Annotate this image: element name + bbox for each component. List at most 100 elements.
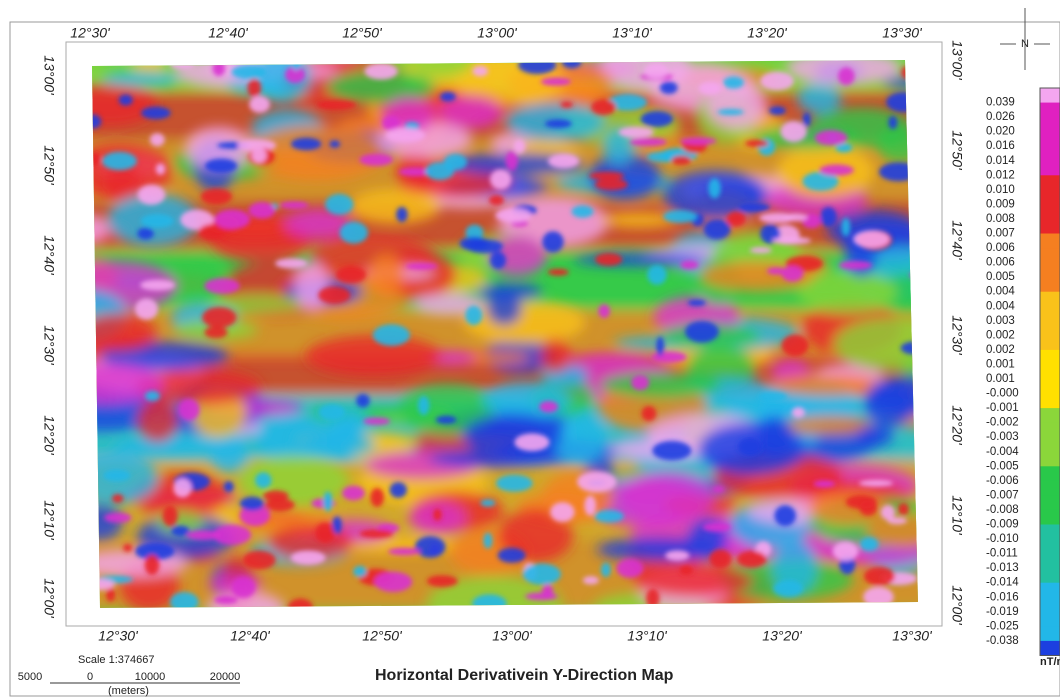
legend-label: 0.001 [986, 358, 1015, 370]
raster-spot [204, 327, 227, 339]
raster-spot [550, 502, 575, 522]
raster-spot [652, 441, 691, 461]
legend-swatch [1040, 117, 1060, 132]
legend-label: 0.002 [986, 329, 1015, 341]
raster-spot [708, 178, 720, 198]
raster-spot [863, 587, 894, 608]
legend-swatch [1040, 321, 1060, 336]
legend-label: -0.038 [986, 635, 1019, 647]
raster-spot [814, 480, 836, 487]
raster-spot [525, 592, 558, 600]
raster-spot [359, 154, 393, 166]
right-axis-label: 13°00' [949, 40, 965, 81]
raster-spot [112, 494, 124, 503]
legend-swatch [1040, 350, 1060, 365]
raster-spot [541, 77, 571, 85]
raster-spot [396, 207, 408, 222]
raster-spot [898, 503, 909, 515]
raster-spot [562, 56, 581, 69]
legend-swatch [1040, 626, 1060, 641]
legend-cap [1040, 88, 1060, 103]
scale-label: Scale 1:374667 [78, 654, 154, 666]
raster-spot [595, 179, 628, 191]
legend-swatch [1040, 335, 1060, 350]
raster-blob [771, 374, 881, 395]
raster-blob [540, 338, 570, 373]
raster-spot [123, 544, 132, 552]
raster-spot [433, 509, 441, 521]
legend-swatch [1040, 263, 1060, 278]
legend-swatch [1040, 146, 1060, 161]
right-axis-label: 12°20' [949, 405, 965, 446]
raster-spot [436, 416, 457, 424]
top-axis-label: 13°20' [747, 25, 788, 41]
map-page: N Horizontal Derivativein Y-Direction Ma… [0, 0, 1060, 698]
raster-spot [425, 162, 454, 180]
raster-spot [663, 210, 697, 223]
top-axis-label: 12°30' [70, 25, 111, 41]
top-axis-label: 12°50' [342, 25, 383, 41]
raster-spot [137, 228, 153, 240]
legend-label: 0.004 [986, 286, 1015, 298]
legend-label: -0.019 [986, 606, 1019, 618]
raster-spot [370, 488, 384, 507]
legend-swatch [1040, 423, 1060, 438]
raster-spot [280, 201, 309, 208]
raster-spot [760, 71, 794, 90]
legend-label: -0.016 [986, 591, 1019, 603]
raster-spot [630, 138, 667, 147]
raster-spot [336, 266, 366, 283]
raster-spot [318, 404, 345, 421]
raster-blob [428, 449, 558, 467]
raster-spot [561, 101, 574, 108]
raster-spot [204, 278, 240, 294]
raster-spot [750, 247, 772, 253]
top-axis-label: 12°40' [208, 25, 249, 41]
raster-spot [523, 564, 561, 585]
raster-spot [251, 147, 266, 163]
raster-spot [213, 60, 226, 76]
raster-spot [323, 491, 333, 511]
legend-label: 0.004 [986, 300, 1015, 312]
raster-spot [859, 500, 877, 516]
raster-spot [860, 537, 878, 551]
raster-spot [738, 438, 762, 456]
legend-label: 0.014 [986, 155, 1015, 167]
legend-label: -0.002 [986, 417, 1019, 429]
legend-label: -0.007 [986, 489, 1019, 501]
raster-spot [660, 81, 678, 94]
raster-spot [545, 119, 572, 128]
raster-spot [671, 156, 691, 166]
north-label: N [1021, 38, 1029, 50]
raster-spot [647, 265, 666, 285]
left-axis-label: 12°30' [41, 325, 57, 366]
raster-blob [295, 262, 330, 310]
left-axis-label: 12°50' [41, 145, 57, 186]
raster-spot [472, 594, 506, 612]
raster-spot [513, 140, 525, 154]
legend-swatch [1040, 161, 1060, 176]
raster-spot [496, 475, 533, 492]
raster-spot [680, 260, 698, 269]
legend-swatch [1040, 132, 1060, 147]
raster-spot [727, 212, 746, 227]
raster-spot [910, 272, 924, 280]
legend-swatch [1040, 408, 1060, 423]
legend-swatch [1040, 379, 1060, 394]
raster-spot [598, 304, 610, 318]
legend-swatch [1040, 612, 1060, 627]
north-arrow: N [1000, 8, 1050, 70]
raster-spot [792, 407, 805, 418]
raster-spot [135, 298, 158, 319]
legend-swatch [1040, 554, 1060, 569]
legend-label: -0.000 [986, 388, 1019, 400]
raster-spot [819, 164, 854, 175]
legend-swatch [1040, 568, 1060, 583]
raster-spot [263, 490, 289, 501]
raster-spot [427, 575, 458, 587]
raster-spot [782, 335, 809, 357]
raster-spot [737, 551, 766, 568]
legend-swatch [1040, 510, 1060, 525]
legend-label: -0.004 [986, 446, 1019, 458]
raster-spot [759, 392, 788, 401]
